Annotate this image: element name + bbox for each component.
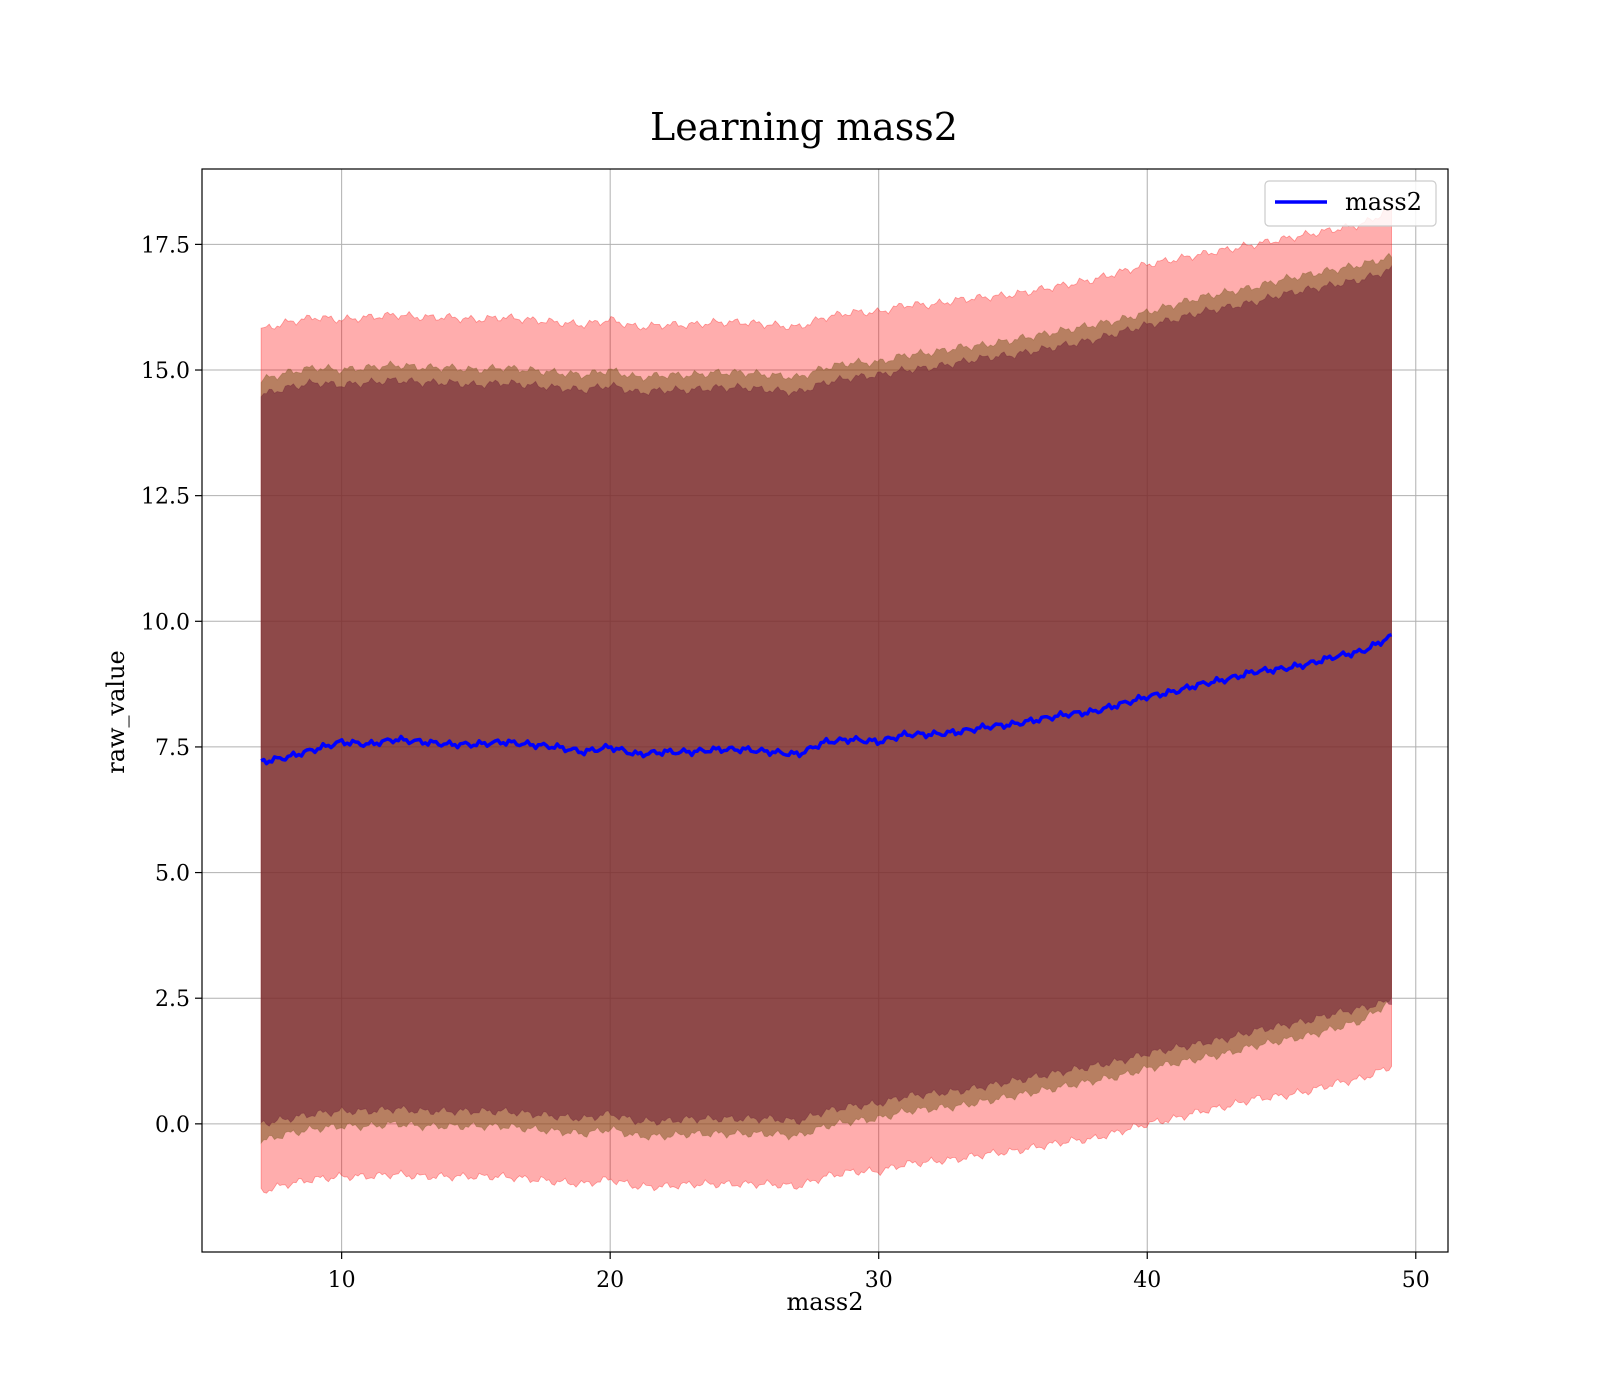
y-tick-label-7: 17.5 bbox=[141, 233, 190, 258]
y-tick-label-0: 0.0 bbox=[155, 1113, 190, 1138]
confidence-bands bbox=[260, 206, 1392, 1194]
x-tick-label-1: 20 bbox=[596, 1268, 624, 1293]
y-tick-label-1: 2.5 bbox=[155, 987, 190, 1012]
x-axis-label: mass2 bbox=[787, 1288, 864, 1316]
band-inner bbox=[260, 264, 1392, 1127]
chart-title: Learning mass2 bbox=[650, 105, 958, 149]
y-tick-label-5: 12.5 bbox=[141, 485, 190, 510]
y-tick-label-6: 15.0 bbox=[141, 359, 190, 384]
legend-label-mass2: mass2 bbox=[1345, 188, 1422, 216]
y-tick-label-3: 7.5 bbox=[155, 736, 190, 761]
y-tick-label-4: 10.0 bbox=[141, 610, 190, 635]
y-axis-label: raw_value bbox=[102, 650, 130, 774]
series-lines bbox=[260, 633, 1393, 766]
legend: mass2 bbox=[1264, 180, 1437, 227]
legend-box bbox=[1264, 180, 1437, 227]
x-tick-label-0: 10 bbox=[328, 1268, 356, 1293]
plot-frame bbox=[201, 168, 1449, 1253]
series-line-mass2 bbox=[260, 633, 1393, 766]
x-tick-label-3: 40 bbox=[1133, 1268, 1161, 1293]
x-tick-label-2: 30 bbox=[865, 1268, 893, 1293]
x-axis: 10 20 30 40 50 bbox=[328, 1252, 1430, 1293]
y-axis: 0.0 2.5 5.0 7.5 10.0 12.5 15.0 17.5 bbox=[141, 233, 202, 1138]
x-tick-label-4: 50 bbox=[1402, 1268, 1430, 1293]
y-tick-label-2: 5.0 bbox=[155, 862, 190, 887]
